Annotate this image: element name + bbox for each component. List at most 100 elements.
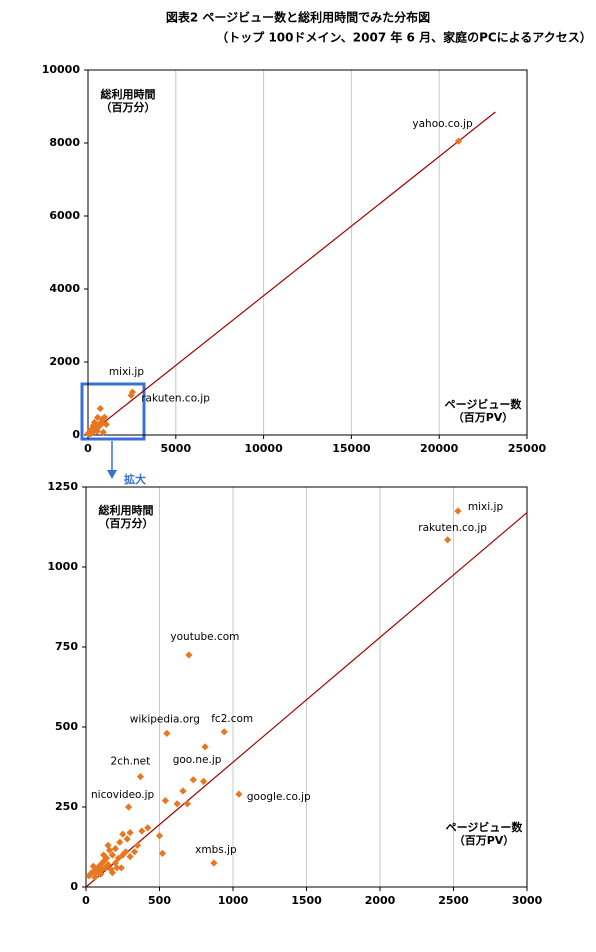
x-tick-label: 10000 bbox=[244, 442, 283, 455]
point bbox=[119, 851, 127, 859]
point bbox=[144, 824, 152, 832]
point bbox=[210, 859, 218, 867]
x-axis-label: （百万PV） bbox=[453, 411, 514, 424]
point bbox=[108, 869, 117, 877]
point-label: 2ch.net bbox=[111, 756, 151, 768]
point bbox=[158, 849, 167, 857]
x-tick-label: 15000 bbox=[332, 442, 371, 455]
x-axis-label: （百万PV） bbox=[454, 834, 515, 847]
point bbox=[201, 743, 209, 751]
y-axis-label: （百万分） bbox=[99, 516, 154, 530]
plot-frame bbox=[87, 69, 528, 436]
y-tick-label: 2000 bbox=[49, 355, 80, 368]
y-tick-label: 0 bbox=[70, 880, 78, 893]
point bbox=[102, 854, 111, 862]
point bbox=[119, 830, 127, 838]
point bbox=[123, 835, 131, 843]
point bbox=[97, 870, 105, 878]
point bbox=[163, 729, 171, 737]
point bbox=[96, 404, 104, 413]
y-tick-label: 6000 bbox=[49, 209, 80, 222]
x-tick-label: 1000 bbox=[218, 894, 249, 907]
point-label: rakuten.co.jp bbox=[418, 522, 487, 534]
trend-line bbox=[87, 111, 496, 436]
y-tick-label: 4000 bbox=[49, 282, 80, 295]
zoom-arrow-head bbox=[107, 470, 117, 479]
point bbox=[235, 790, 243, 798]
point bbox=[155, 832, 164, 840]
point bbox=[114, 854, 122, 862]
x-tick-label: 1500 bbox=[291, 894, 322, 907]
point bbox=[104, 861, 112, 869]
point bbox=[85, 872, 93, 880]
plot-frame bbox=[85, 486, 528, 888]
point bbox=[99, 428, 107, 436]
point bbox=[116, 838, 124, 846]
point bbox=[91, 873, 99, 881]
point bbox=[97, 861, 105, 869]
point bbox=[117, 864, 125, 872]
y-tick-label: 1000 bbox=[47, 560, 78, 573]
y-axis-label: 総利用時間 bbox=[101, 87, 156, 101]
x-tick-label: 0 bbox=[84, 442, 92, 455]
point bbox=[98, 865, 106, 873]
point bbox=[189, 776, 197, 784]
point bbox=[90, 418, 99, 427]
point-label: goo.ne.jp bbox=[173, 754, 222, 766]
y-tick-label: 0 bbox=[72, 428, 80, 441]
point bbox=[133, 841, 142, 849]
point-label: mixi.jp bbox=[468, 501, 504, 513]
point bbox=[113, 864, 121, 872]
y-tick-label: 8000 bbox=[49, 136, 80, 149]
point bbox=[87, 429, 95, 437]
y-tick-label: 500 bbox=[55, 720, 78, 733]
point-label: xmbs.jp bbox=[195, 844, 237, 856]
y-tick-label: 10000 bbox=[42, 63, 81, 76]
point bbox=[111, 845, 119, 853]
point bbox=[89, 862, 97, 870]
x-tick-label: 2500 bbox=[438, 894, 469, 907]
x-tick-label: 5000 bbox=[160, 442, 191, 455]
point bbox=[105, 846, 114, 854]
point bbox=[104, 841, 112, 849]
point bbox=[128, 388, 137, 396]
point-label: rakuten.co.jp bbox=[141, 392, 210, 404]
point bbox=[100, 851, 108, 859]
x-tick-label: 2000 bbox=[365, 894, 396, 907]
point bbox=[183, 800, 192, 808]
y-tick-label: 750 bbox=[55, 640, 78, 653]
point bbox=[108, 851, 117, 859]
point bbox=[130, 848, 139, 856]
point bbox=[161, 797, 169, 805]
point bbox=[100, 857, 108, 865]
point bbox=[454, 137, 463, 145]
y-axis-label: （百万分） bbox=[101, 100, 156, 114]
point-label: mixi.jp bbox=[109, 366, 145, 378]
point bbox=[122, 848, 130, 856]
point bbox=[125, 803, 133, 811]
zoom-box bbox=[80, 382, 146, 441]
point bbox=[185, 651, 193, 659]
zoom-label: 拡大 bbox=[124, 472, 146, 486]
point bbox=[126, 853, 134, 861]
point-label: youtube.com bbox=[170, 631, 239, 643]
point bbox=[220, 728, 228, 736]
x-tick-label: 500 bbox=[148, 894, 171, 907]
point-label: fc2.com bbox=[211, 713, 253, 725]
point bbox=[100, 413, 109, 421]
point bbox=[454, 507, 462, 515]
point-label: wikipedia.org bbox=[130, 713, 200, 725]
point bbox=[200, 777, 208, 785]
point bbox=[102, 420, 110, 429]
x-tick-label: 3000 bbox=[512, 894, 543, 907]
chart-subtitle: （トップ 100ドメイン、2007 年 6 月、家庭のPCによるアクセス） bbox=[216, 30, 591, 45]
point bbox=[444, 536, 452, 544]
point-label: nicovideo.jp bbox=[91, 789, 155, 801]
point bbox=[126, 829, 134, 837]
x-tick-label: 0 bbox=[82, 894, 90, 907]
point bbox=[173, 800, 181, 808]
y-tick-label: 250 bbox=[55, 800, 78, 813]
y-tick-label: 1250 bbox=[47, 480, 78, 493]
trend-line bbox=[85, 512, 528, 888]
